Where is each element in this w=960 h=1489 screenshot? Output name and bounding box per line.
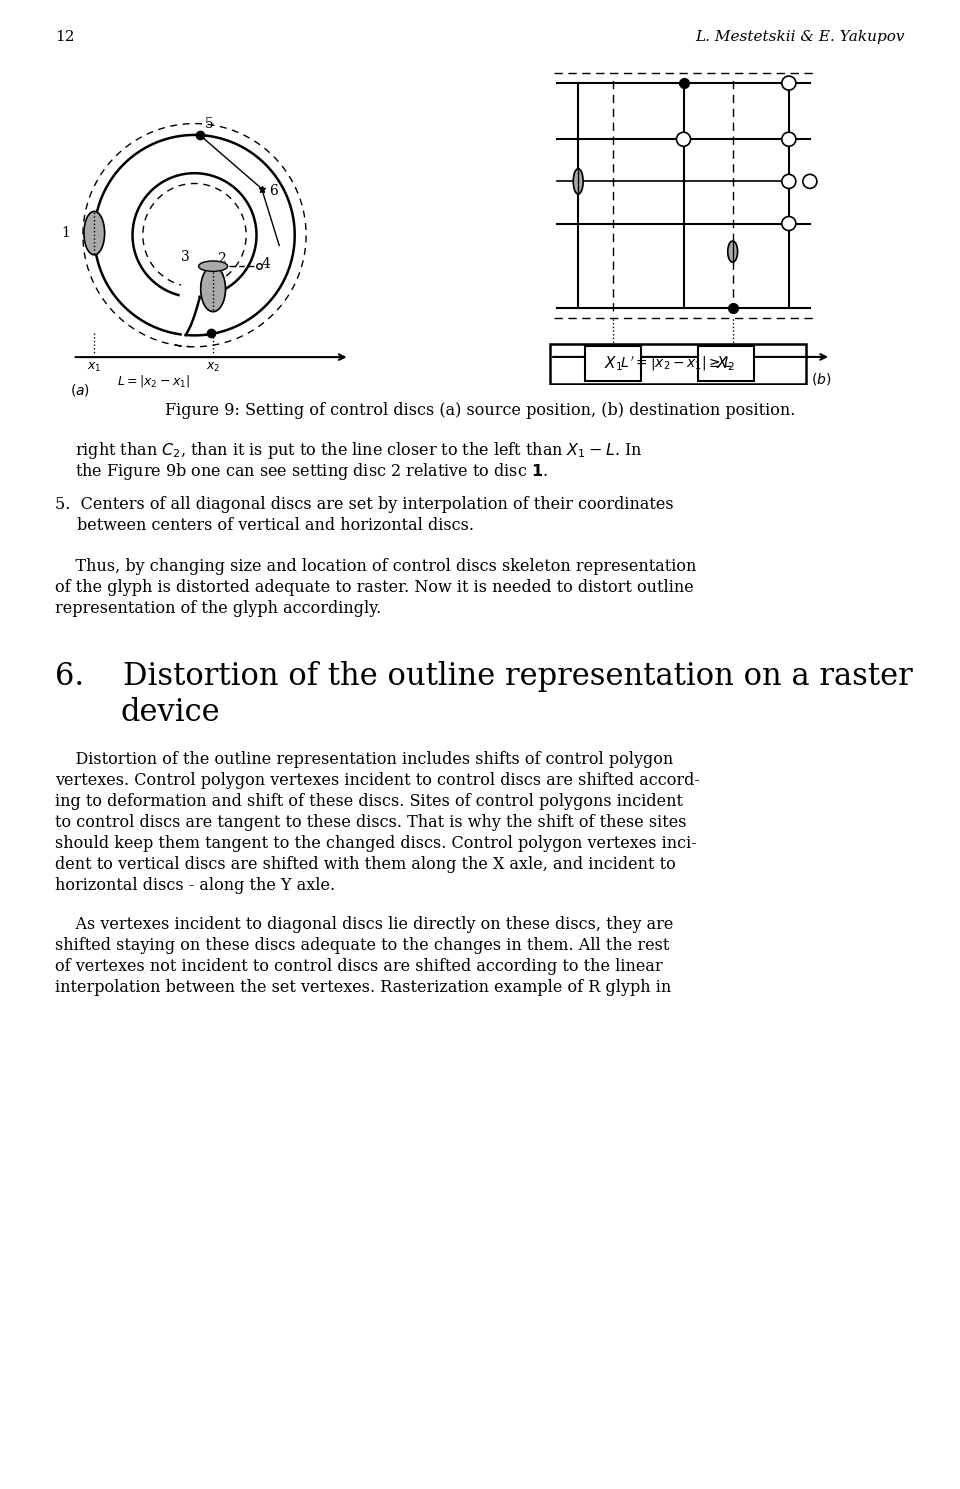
Text: Thus, by changing size and location of control discs skeleton representation: Thus, by changing size and location of c… [55,558,696,575]
Text: $X_1$: $X_1$ [604,354,623,374]
FancyBboxPatch shape [698,347,754,381]
Circle shape [781,174,796,189]
Text: horizontal discs - along the Y axle.: horizontal discs - along the Y axle. [55,877,335,893]
FancyBboxPatch shape [586,347,641,381]
Text: 6: 6 [269,183,277,198]
Text: Distortion of the outline representation includes shifts of control polygon: Distortion of the outline representation… [55,750,673,768]
Text: 3: 3 [180,250,189,264]
Text: $x_2$: $x_2$ [206,362,220,374]
Text: $(a)$: $(a)$ [70,381,90,398]
Text: $x_1$: $x_1$ [87,362,102,374]
Text: interpolation between the set vertexes. Rasterization example of R glyph in: interpolation between the set vertexes. … [55,978,671,996]
Text: As vertexes incident to diagonal discs lie directly on these discs, they are: As vertexes incident to diagonal discs l… [55,916,673,934]
Text: $L=|x_2-x_1|$: $L=|x_2-x_1|$ [116,372,190,389]
Text: 2: 2 [217,252,226,267]
Text: L. Mestetskii & E. Yakupov: L. Mestetskii & E. Yakupov [695,30,905,45]
Text: device: device [120,697,220,728]
Circle shape [803,174,817,189]
FancyBboxPatch shape [550,344,806,384]
Text: 5.  Centers of all diagonal discs are set by interpolation of their coordinates: 5. Centers of all diagonal discs are set… [55,496,674,514]
Text: $X_2$: $X_2$ [716,354,735,374]
Text: 12: 12 [55,30,75,45]
Text: between centers of vertical and horizontal discs.: between centers of vertical and horizont… [77,517,474,535]
Text: ing to deformation and shift of these discs. Sites of control polygons incident: ing to deformation and shift of these di… [55,794,683,810]
Text: $(b)$: $(b)$ [810,371,831,387]
Text: the Figure 9b one can see setting disc 2 relative to disc $\mathbf{1}$.: the Figure 9b one can see setting disc 2… [75,462,548,482]
Text: dent to vertical discs are shifted with them along the X axle, and incident to: dent to vertical discs are shifted with … [55,856,676,873]
Ellipse shape [201,267,226,311]
Ellipse shape [573,168,583,194]
Ellipse shape [84,211,105,255]
Ellipse shape [728,241,737,262]
Text: $L\,'=|x_2-x_1| \geq L$: $L\,'=|x_2-x_1| \geq L$ [620,354,732,374]
Text: of the glyph is distorted adequate to raster. Now it is needed to distort outlin: of the glyph is distorted adequate to ra… [55,579,694,596]
Text: vertexes. Control polygon vertexes incident to control discs are shifted accord-: vertexes. Control polygon vertexes incid… [55,771,700,789]
Circle shape [781,216,796,231]
Ellipse shape [199,261,228,271]
Text: should keep them tangent to the changed discs. Control polygon vertexes inci-: should keep them tangent to the changed … [55,835,697,852]
Text: Figure 9: Setting of control discs (a) source position, (b) destination position: Figure 9: Setting of control discs (a) s… [165,402,795,418]
Text: 6.    Distortion of the outline representation on a raster: 6. Distortion of the outline representat… [55,661,913,692]
Circle shape [677,133,690,146]
Circle shape [781,133,796,146]
Text: 4: 4 [262,258,271,271]
Text: 5: 5 [204,116,213,131]
Circle shape [781,76,796,91]
Text: representation of the glyph accordingly.: representation of the glyph accordingly. [55,600,381,616]
Text: of vertexes not incident to control discs are shifted according to the linear: of vertexes not incident to control disc… [55,957,662,975]
Text: right than $C_2$, than it is put to the line closer to the left than $X_1 - L$. : right than $C_2$, than it is put to the … [75,441,642,462]
Text: 1: 1 [61,226,70,240]
Text: to control discs are tangent to these discs. That is why the shift of these site: to control discs are tangent to these di… [55,814,686,831]
Text: shifted staying on these discs adequate to the changes in them. All the rest: shifted staying on these discs adequate … [55,937,669,954]
